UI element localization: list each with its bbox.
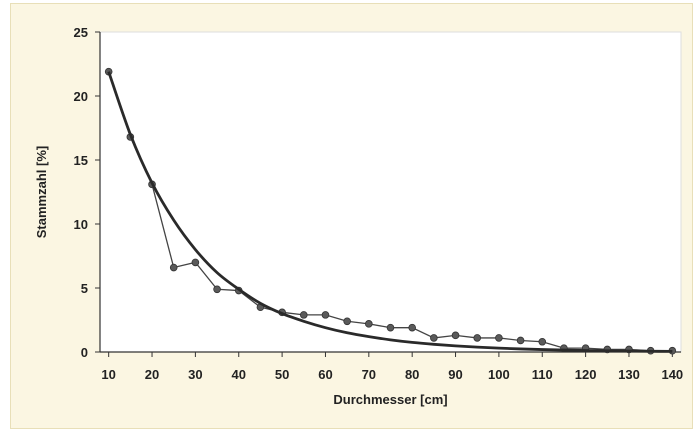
data-point [321, 311, 330, 319]
data-point [169, 263, 178, 272]
data-point [299, 311, 308, 319]
x-tick-label: 40 [232, 367, 246, 382]
x-tick-label: 120 [575, 367, 597, 382]
x-axis-label: Durchmesser [cm] [333, 392, 447, 407]
y-tick-label: 25 [74, 25, 88, 40]
series-group [104, 67, 677, 355]
x-tick-label: 60 [318, 367, 332, 382]
x-tick-label: 70 [362, 367, 376, 382]
data-point [213, 285, 221, 294]
y-axis-label: Stammzahl [%] [34, 146, 49, 238]
x-tick-label: 100 [488, 367, 510, 382]
data-point [386, 323, 395, 332]
data-point [495, 334, 503, 342]
data-point [451, 331, 460, 340]
chart-frame: 0 5 10 15 20 25 10 20 30 40 50 60 70 80 90 100 110 120 130… [10, 3, 693, 429]
x-tick-label: 30 [188, 367, 202, 382]
x-tick-label: 10 [101, 367, 115, 382]
fitted-curve-line [107, 71, 673, 353]
data-point [365, 320, 373, 328]
x-tick-label: 80 [405, 367, 419, 382]
data-point [430, 334, 438, 342]
data-point [538, 337, 547, 346]
data-point [516, 336, 525, 345]
chart: 0 5 10 15 20 25 10 20 30 40 50 60 70 80 90 100 110 120 130… [34, 25, 684, 407]
y-tick-label: 15 [74, 153, 88, 168]
data-point [473, 334, 482, 342]
x-tick-label: 140 [661, 367, 683, 382]
data-point [191, 258, 200, 267]
y-tick-label: 10 [74, 217, 88, 232]
x-tick-label: 130 [618, 367, 640, 382]
data-point [343, 317, 351, 326]
y-tick-label: 0 [81, 345, 88, 360]
axes: 0 5 10 15 20 25 10 20 30 40 50 60 70 80 90 100 110 120 130… [74, 25, 684, 382]
x-tick-label: 20 [145, 367, 159, 382]
y-tick-label: 5 [81, 281, 88, 296]
data-point [408, 323, 416, 332]
x-tick-label: 50 [275, 367, 289, 382]
x-tick-label: 110 [532, 367, 553, 382]
plot-area [99, 31, 682, 353]
x-tick-label: 90 [448, 367, 462, 382]
y-tick-label: 20 [74, 89, 88, 104]
